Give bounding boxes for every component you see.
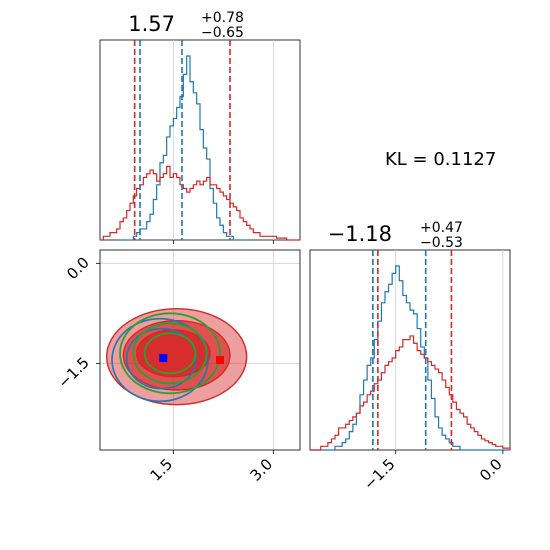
top-histogram-ticks <box>172 240 274 244</box>
right-histogram-frame <box>309 249 511 451</box>
green-contour-level <box>143 332 197 375</box>
top-histogram-series <box>100 55 300 241</box>
blue-contour-level <box>111 317 209 403</box>
top-histogram-title-value: 1.57 <box>128 12 175 36</box>
green-contour-level <box>119 312 221 395</box>
right-histogram-panel: −1.5 0.0 −1.18 +0.47 −0.53 <box>309 220 511 494</box>
red-mode-marker <box>216 356 224 364</box>
blue-density-contours <box>111 317 209 403</box>
right-histogram-grid <box>395 250 504 450</box>
top-histogram-title-minus: −0.65 <box>201 25 244 41</box>
joint-density-panel: 1.5 3.0 0.0 −1.5 <box>54 249 301 485</box>
blue-mode-marker <box>159 354 168 362</box>
top-histogram-title-plus: +0.78 <box>201 10 244 26</box>
kl-divergence-label: KL = 0.1127 <box>385 149 496 170</box>
y-tick-label: −1.5 <box>54 353 92 391</box>
red-histogram-step <box>100 165 300 241</box>
x-tick-label: 3.0 <box>247 455 277 485</box>
y-tick-label: 0.0 <box>63 253 93 283</box>
top-histogram-quantile-lines <box>133 40 231 240</box>
green-contour-level <box>132 322 208 385</box>
right-histogram-title-value: −1.18 <box>328 222 392 246</box>
top-histogram-frame <box>99 39 301 241</box>
blue-histogram-step <box>120 55 247 241</box>
blue-histogram-step <box>310 265 510 451</box>
right-histogram-series <box>310 265 511 451</box>
right-histogram-quantile-lines <box>372 250 453 450</box>
blue-contour-level <box>125 327 197 390</box>
green-density-contours <box>119 312 221 395</box>
right-histogram-title-minus: −0.53 <box>420 235 463 251</box>
mode-markers <box>159 354 224 364</box>
top-histogram-grid <box>172 40 274 240</box>
red-histogram-step <box>310 335 511 451</box>
top-histogram-panel: 1.57 +0.78 −0.65 <box>99 10 301 244</box>
right-histogram-ticks: −1.5 0.0 <box>360 450 506 494</box>
x-tick-label: 1.5 <box>147 455 177 485</box>
x-tick-label: 0.0 <box>476 455 506 485</box>
joint-density-frame <box>99 249 301 451</box>
x-tick-label: −1.5 <box>360 455 398 493</box>
red-density-contours <box>105 307 248 406</box>
right-histogram-title-plus: +0.47 <box>420 220 463 236</box>
